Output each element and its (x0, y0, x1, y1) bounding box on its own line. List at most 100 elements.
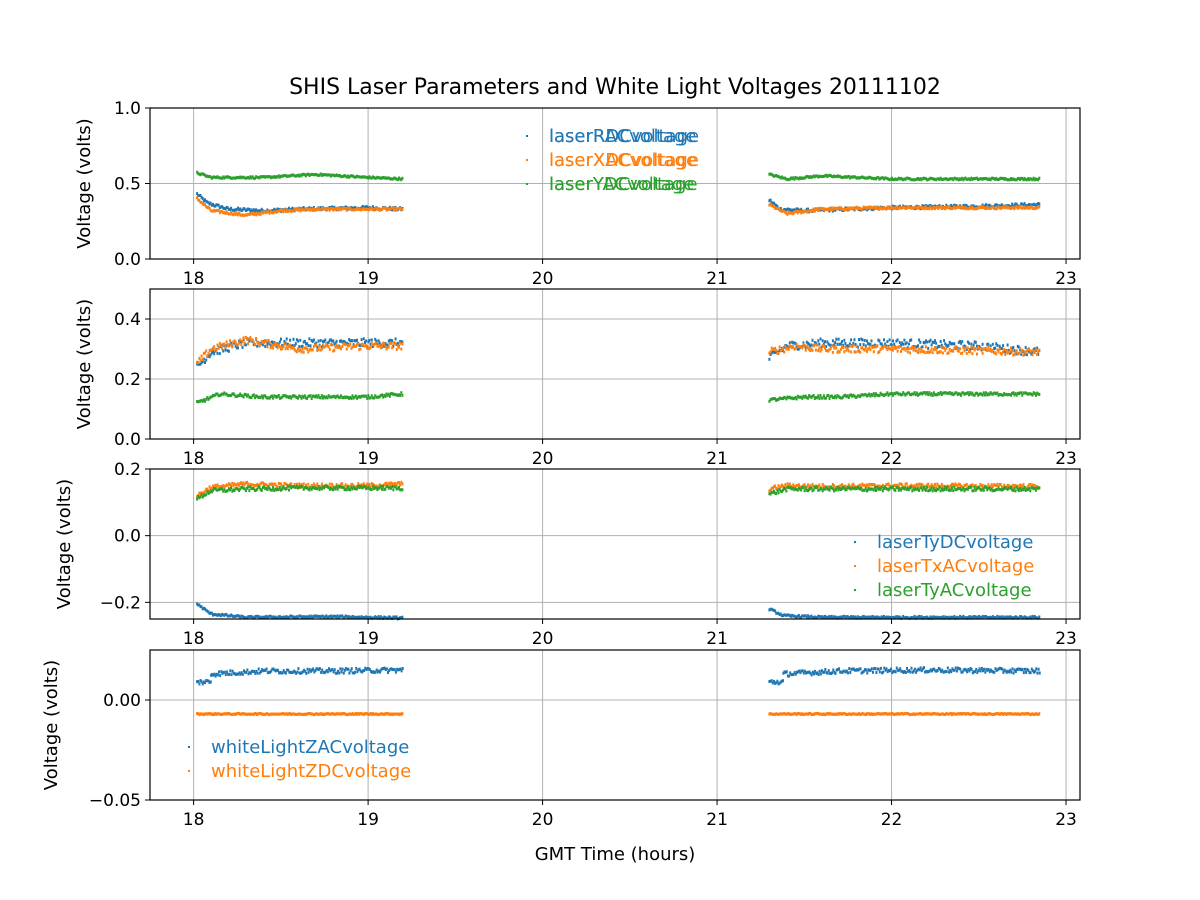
data-point (897, 712, 900, 716)
data-point (983, 206, 986, 210)
data-point (297, 667, 300, 671)
data-point (876, 712, 879, 716)
data-point (197, 172, 200, 176)
data-point (793, 210, 796, 214)
data-point (875, 205, 877, 209)
data-point (244, 489, 247, 493)
data-point (819, 672, 822, 676)
data-point (1002, 205, 1005, 209)
data-point (960, 670, 963, 674)
data-point (838, 206, 841, 210)
data-point (379, 343, 382, 347)
data-point (794, 176, 797, 179)
data-point (258, 486, 261, 489)
data-point (396, 667, 399, 671)
data-point (369, 345, 372, 349)
data-point (813, 672, 815, 676)
legend-label: laserTxACvoltage (877, 556, 1034, 577)
data-point (869, 668, 872, 672)
data-point (843, 208, 846, 212)
data-point (286, 668, 289, 672)
data-point (376, 207, 379, 211)
data-point (303, 486, 306, 490)
data-point (369, 615, 372, 619)
data-point (927, 204, 930, 208)
data-point (281, 347, 284, 351)
data-point (783, 712, 786, 716)
data-point (1008, 615, 1011, 619)
data-point (244, 209, 247, 212)
data-point (885, 344, 888, 348)
data-point (348, 671, 351, 675)
data-point (938, 392, 941, 396)
data-point (883, 712, 885, 716)
data-point (866, 671, 869, 675)
data-point (846, 175, 849, 179)
data-point (1019, 205, 1022, 208)
data-point (900, 349, 902, 353)
data-point (333, 486, 336, 490)
data-point (276, 175, 279, 179)
data-point (255, 669, 258, 673)
data-point (936, 393, 939, 397)
data-point (197, 712, 200, 716)
data-point (222, 392, 225, 396)
data-point (826, 712, 829, 715)
data-point (912, 712, 915, 716)
data-point (989, 391, 992, 395)
data-point (819, 615, 822, 619)
data-point (269, 209, 272, 213)
data-point (1036, 391, 1039, 395)
data-point (258, 616, 261, 620)
data-point (201, 202, 204, 206)
data-point (216, 673, 219, 677)
data-point (294, 395, 297, 399)
data-point (365, 484, 368, 488)
data-point (373, 176, 375, 180)
data-point (218, 712, 221, 716)
data-point (376, 342, 379, 346)
data-point (261, 343, 264, 347)
data-point (946, 178, 949, 182)
data-point (382, 712, 385, 716)
data-point (345, 713, 348, 717)
data-point (1034, 486, 1037, 490)
data-point (1008, 486, 1011, 490)
data-point (834, 615, 837, 619)
data-point (802, 713, 805, 717)
data-point (804, 712, 807, 716)
data-point (289, 712, 292, 716)
data-point (932, 485, 935, 489)
data-point (1029, 177, 1032, 181)
data-point (784, 712, 787, 716)
data-point (254, 396, 256, 400)
data-point (827, 394, 830, 397)
data-point (819, 337, 822, 341)
data-point (353, 671, 355, 675)
data-point (336, 485, 339, 489)
data-point (1027, 616, 1029, 620)
data-point (319, 339, 322, 343)
data-point (332, 206, 335, 210)
data-point (241, 672, 244, 676)
data-point (859, 350, 862, 354)
data-point (846, 347, 849, 351)
data-point (935, 206, 938, 209)
data-point (783, 613, 786, 617)
data-point (784, 345, 787, 349)
data-point (267, 670, 270, 674)
data-point (971, 615, 974, 619)
data-point (201, 172, 204, 176)
data-point (198, 362, 201, 366)
data-point (233, 482, 236, 486)
data-point (219, 210, 222, 214)
data-point (805, 344, 808, 348)
data-point (275, 208, 278, 212)
data-point (366, 207, 369, 211)
data-point (829, 208, 832, 212)
data-point (1032, 349, 1035, 353)
data-point (379, 208, 382, 212)
data-point (401, 208, 404, 211)
data-point (358, 343, 361, 347)
data-point (785, 397, 788, 401)
